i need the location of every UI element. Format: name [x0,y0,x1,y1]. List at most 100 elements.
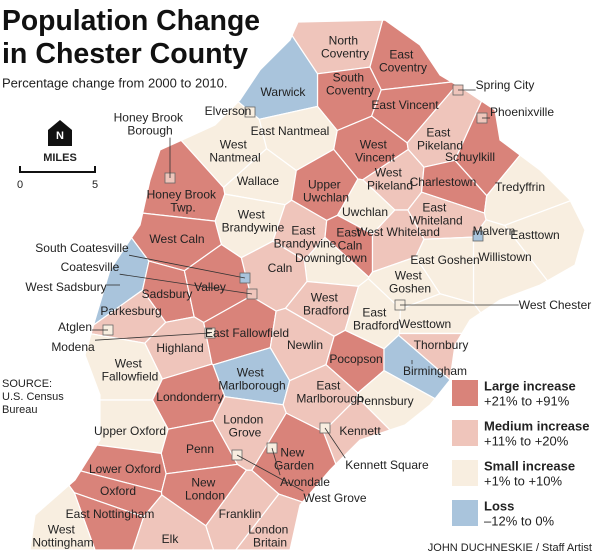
legend: Large increase+21% to +91% Medium increas… [452,378,590,528]
borough [472,230,484,242]
place-label: New London [185,476,225,503]
leader-line [128,254,246,279]
place-label: Westtown [399,317,451,331]
place-label: Highland [156,341,203,355]
place-label: East Marlborough [296,379,363,406]
place-label: Kennett [339,424,381,438]
leader-line [236,454,304,492]
place-label: Thornbury [414,338,469,352]
title-line: in Chester County [2,38,248,70]
place-label: East Coventry [379,48,427,75]
place-label: East Nantmeal [251,124,330,138]
place-label: West Chester [519,298,591,312]
place-label: Oxford [100,484,136,498]
legend-range: +1% to +10% [484,473,562,488]
place-label: West Grove [303,491,366,505]
place-label: West Nantmeal [209,138,260,165]
place-label: East Nottingham [66,507,155,521]
legend-range: –12% to 0% [484,513,555,528]
place-label: West Fallowfield [102,357,159,384]
subtitle: Percentage change from 2000 to 2010. [2,75,228,90]
place-label: Parkesburg [100,304,161,318]
place-label: Lower Oxford [89,462,161,476]
place-label: Pennsbury [356,394,413,408]
legend-name: Small increase [484,458,575,473]
place-label: North Coventry [321,34,369,61]
legend-name: Loss [484,498,514,513]
place-label: Sadsbury [142,287,193,301]
township [234,493,304,551]
source: Bureau [2,404,37,416]
place-label: East Brandywine [274,224,337,251]
place-label: West Marlborough [218,366,285,393]
place-label: Franklin [219,507,262,521]
place-label: Upper Oxford [94,424,166,438]
leader-line [271,447,281,476]
place-label: West Nottingham [32,523,93,550]
place-label: Birmingham [403,364,467,378]
source: U.S. Census [2,391,64,403]
place-label: Atglen [58,320,92,334]
credit: JOHN DUCHNESKIE / Staff Artist [428,542,592,554]
legend-swatch [452,460,478,486]
scale-end: 5 [92,179,98,191]
place-label: East Vincent [371,98,439,112]
place-label: Newlin [287,338,323,352]
borough [244,106,256,118]
township [29,484,96,551]
source: SOURCE: [2,378,52,390]
place-label: South Coventry [326,71,374,98]
place-label: Tredyffrin [495,180,545,194]
place-label: Phoenixville [490,105,554,119]
place-label: Honey Brook Twp. [147,188,220,215]
leader-line [119,273,253,295]
scale-start: 0 [17,179,23,191]
place-label: Valley [194,280,226,294]
legend-range: +11% to +20% [484,433,569,448]
place-label: East Fallowfield [205,326,289,340]
townships [29,19,586,551]
leader-line [324,427,346,459]
north-arrow [48,120,72,146]
place-label: Schuylkill [445,150,495,164]
place-label: East Whiteland [409,201,462,228]
place-label: London Grove [223,413,266,440]
scale-unit: MILES [43,152,77,164]
place-label: New Garden [274,446,314,473]
place-label: Easttown [510,228,559,242]
place-label: Elk [162,532,180,546]
legend-range: +21% to +91% [484,393,570,408]
place-label: Warwick [261,85,307,99]
title-line: Population Change [2,5,260,37]
legend-swatch [452,420,478,446]
scale-bar [19,166,96,173]
place-label: Londonderry [156,390,223,404]
place-label: Upper Uwchlan [303,178,349,205]
place-label: Spring City [476,78,535,92]
place-label: East Bradford [353,306,399,333]
place-label: Elverson [205,104,252,118]
place-label: West Pikeland [367,166,413,193]
legend-swatch [452,380,478,406]
place-label: Charlestown [410,175,477,189]
place-label: Uwchlan [342,205,388,219]
place-label: West Goshen [389,269,431,296]
place-label: Penn [186,442,214,456]
place-label: London Britain [248,523,291,550]
place-label: West Caln [149,232,204,246]
place-label: Modena [51,340,95,354]
leader-line [94,332,211,341]
legend-name: Large increase [484,378,576,393]
place-label: West Bradford [303,291,349,318]
place-label: West Brandywine [222,208,285,235]
place-label: Malvern [473,224,516,238]
township [398,293,482,335]
place-label: East Pikeland [417,126,463,153]
place-label: Willistown [478,250,531,264]
place-label: East Caln [336,226,363,253]
place-label: Honey Brook Borough [114,111,187,138]
north-label: N [56,130,64,142]
township [131,494,215,551]
